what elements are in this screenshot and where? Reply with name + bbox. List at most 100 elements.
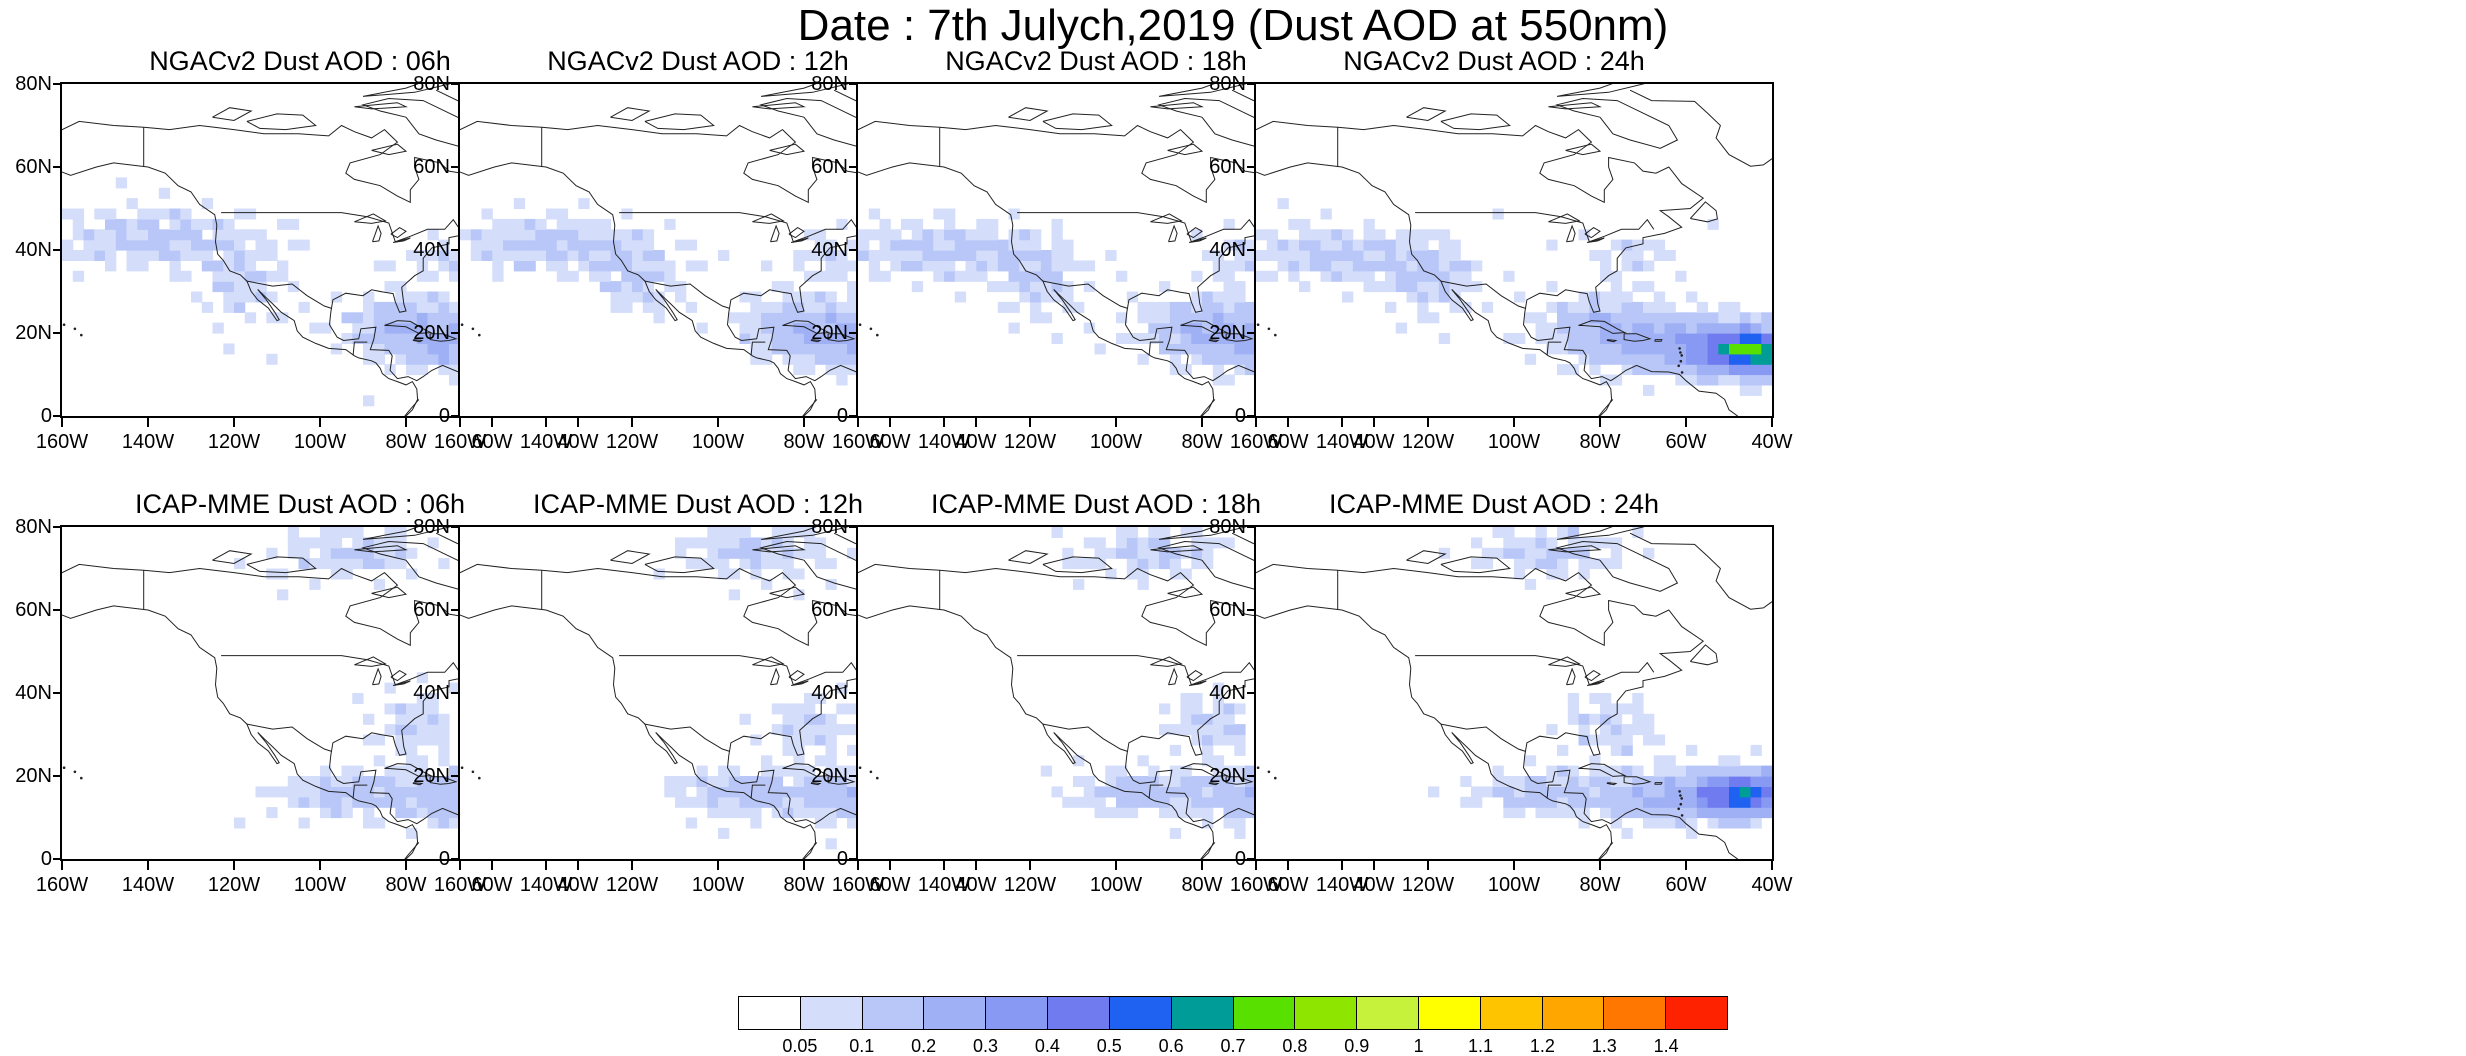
lat-tick-label: 60N [1209, 599, 1246, 621]
figure-title: Date : 7th Julych,2019 (Dust AOD at 550n… [797, 1, 1669, 50]
lon-tick-label: 140W [519, 431, 573, 453]
lat-tick [1247, 858, 1256, 860]
colorbar-box [1109, 997, 1172, 1029]
lat-tick [849, 858, 858, 860]
lon-tick-label: 160W [433, 431, 487, 453]
lat-tick-label: 60N [1209, 156, 1246, 178]
lat-tick [1247, 526, 1256, 528]
lon-tick-label: 160W [1229, 431, 1283, 453]
lon-tick-label: 100W [1487, 431, 1541, 453]
lon-tick [491, 418, 493, 427]
lon-tick-label: 120W [207, 874, 261, 896]
lon-tick-label: 140W [121, 874, 175, 896]
colorbar-box [1480, 997, 1543, 1029]
lon-tick [1599, 418, 1601, 427]
lon-tick [319, 861, 321, 870]
lon-tick [1287, 861, 1289, 870]
panel-title: ICAP-MME Dust AOD : 12h [532, 489, 864, 519]
lon-tick-label: 60W [1665, 874, 1707, 896]
coastlines [1256, 84, 1772, 416]
lon-tick-label: 40W [1751, 874, 1793, 896]
lat-tick [451, 332, 460, 334]
lat-tick [1247, 332, 1256, 334]
lon-tick-label: 80W [385, 874, 427, 896]
lon-tick-label: 80W [783, 431, 825, 453]
lon-tick-label: 140W [1315, 431, 1369, 453]
lon-tick [631, 861, 633, 870]
lon-tick [1427, 418, 1429, 427]
lat-tick [849, 166, 858, 168]
colorbar-box [924, 997, 987, 1029]
lat-tick [849, 609, 858, 611]
lon-tick-label: 80W [783, 874, 825, 896]
colorbar-label: 1.2 [1529, 1036, 1555, 1056]
lon-tick [1599, 861, 1601, 870]
lon-tick-label: 100W [1089, 431, 1143, 453]
lat-tick-label: 0 [1234, 848, 1246, 870]
lon-tick-label: 160W [831, 431, 885, 453]
colorbar-box [1048, 997, 1110, 1029]
lat-tick-label: 40N [15, 682, 52, 704]
lon-tick-label: 40W [557, 874, 599, 896]
lon-tick [943, 861, 945, 870]
lon-tick [1373, 418, 1375, 427]
map-panel: NGACv2 Dust AOD : 24h 80N 60N 40N 20N 0 160W 14… [1194, 40, 1794, 480]
dust-aod-map [62, 527, 578, 859]
lon-tick [1513, 861, 1515, 870]
lat-tick-label: 20N [413, 322, 450, 344]
lat-tick-label: 40N [1209, 682, 1246, 704]
lon-tick [975, 418, 977, 427]
lon-tick-label: 60W [869, 874, 911, 896]
lon-tick-label: 120W [605, 874, 659, 896]
lon-tick-label: 80W [1579, 874, 1621, 896]
lon-tick-label: 40W [955, 874, 997, 896]
lat-tick [1247, 609, 1256, 611]
lon-tick-label: 140W [121, 431, 175, 453]
lon-tick [459, 418, 461, 427]
lon-tick [61, 418, 63, 427]
lat-tick [53, 332, 62, 334]
lon-tick-label: 140W [917, 431, 971, 453]
lon-tick [61, 861, 63, 870]
lat-tick [53, 692, 62, 694]
lat-tick [53, 83, 62, 85]
colorbar-box [1357, 997, 1419, 1029]
lat-tick [1247, 692, 1256, 694]
lon-tick-label: 80W [1181, 874, 1223, 896]
lon-tick [577, 418, 579, 427]
lat-tick-label: 0 [40, 848, 52, 870]
lon-tick [803, 861, 805, 870]
lat-tick-label: 20N [413, 765, 450, 787]
lat-tick-label: 60N [811, 156, 848, 178]
lon-tick [1771, 418, 1773, 427]
lat-tick [451, 249, 460, 251]
lon-tick [717, 418, 719, 427]
lat-tick [849, 332, 858, 334]
colorbar-label: 0.9 [1344, 1036, 1370, 1056]
lat-tick [1247, 249, 1256, 251]
lon-tick [545, 418, 547, 427]
colorbar-label: 0.6 [1158, 1036, 1184, 1056]
lat-tick-label: 80N [413, 73, 450, 95]
colorbar-label: 0.5 [1096, 1036, 1122, 1056]
lat-tick [849, 249, 858, 251]
lat-tick-label: 0 [836, 405, 848, 427]
lon-tick [1115, 861, 1117, 870]
lon-tick [1771, 861, 1773, 870]
lon-tick [319, 418, 321, 427]
lon-tick [1029, 861, 1031, 870]
lat-tick-label: 60N [413, 156, 450, 178]
lat-tick-label: 80N [15, 73, 52, 95]
lat-tick [53, 415, 62, 417]
lon-tick [233, 418, 235, 427]
lon-tick [889, 418, 891, 427]
lat-tick [451, 415, 460, 417]
lat-tick [53, 858, 62, 860]
lon-tick-label: 60W [869, 431, 911, 453]
panel-title: ICAP-MME Dust AOD : 06h [134, 489, 466, 519]
lon-tick [405, 861, 407, 870]
lon-tick-label: 160W [433, 874, 487, 896]
lat-tick [849, 526, 858, 528]
map-panel: ICAP-MME Dust AOD : 24h 80N 60N 40N 20N 0 160W… [1194, 483, 1794, 923]
lon-tick-label: 100W [691, 874, 745, 896]
